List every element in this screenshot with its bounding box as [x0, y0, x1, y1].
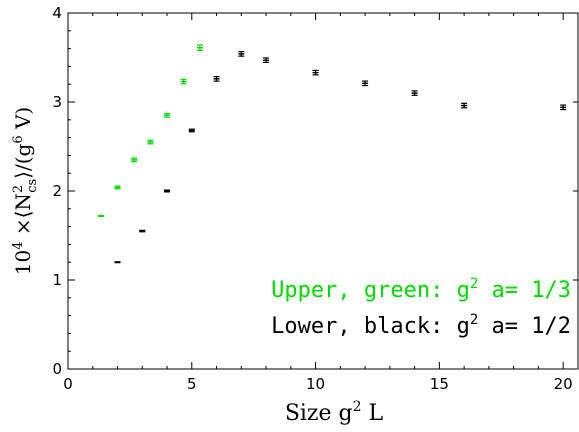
data-point — [147, 139, 154, 145]
y-axis-title-text: 104 ×⟨N2cs⟩/(g6 V) — [11, 107, 40, 275]
data-point — [213, 76, 220, 82]
data-point — [188, 128, 195, 133]
data-points — [97, 44, 567, 264]
x-tick-label: 15 — [430, 375, 449, 393]
data-point — [180, 78, 187, 85]
legend-entry-upper-green: Upper, green: g2 a= 1/3 — [271, 276, 571, 303]
axis-ticks: 0 5 10 15 20 0 1 2 3 4 — [52, 4, 578, 393]
y-tick-label: 2 — [52, 182, 62, 200]
data-point — [263, 57, 270, 63]
data-point — [139, 229, 146, 233]
data-point — [238, 51, 245, 57]
x-tick-label: 5 — [187, 375, 197, 393]
y-tick-label: 3 — [52, 93, 62, 111]
x-tick-label: 10 — [306, 375, 325, 393]
data-point — [114, 261, 121, 264]
legend-entry-lower-black: Lower, black: g2 a= 1/2 — [271, 312, 571, 339]
data-point — [196, 44, 203, 51]
data-point — [164, 112, 171, 118]
y-tick-label: 1 — [52, 271, 62, 289]
y-axis-title: 104 ×⟨N2cs⟩/(g6 V) — [11, 107, 40, 275]
data-point — [461, 102, 468, 109]
legend: Upper, green: g2 a= 1/3 Lower, black: g2… — [271, 276, 571, 339]
y-tick-label: 0 — [52, 360, 62, 378]
data-point — [560, 104, 567, 111]
x-tick-label: 0 — [63, 375, 73, 393]
data-point — [164, 189, 171, 193]
x-tick-label: 20 — [554, 375, 573, 393]
data-point — [411, 90, 418, 96]
y-tick-label: 4 — [52, 4, 62, 22]
x-axis-title: Size g2 L — [285, 399, 384, 426]
data-point — [131, 157, 138, 163]
series-1 — [114, 51, 567, 264]
series-0 — [97, 44, 203, 217]
data-point — [97, 214, 104, 217]
data-point — [312, 69, 319, 76]
data-point — [114, 185, 121, 190]
data-point — [362, 80, 369, 87]
